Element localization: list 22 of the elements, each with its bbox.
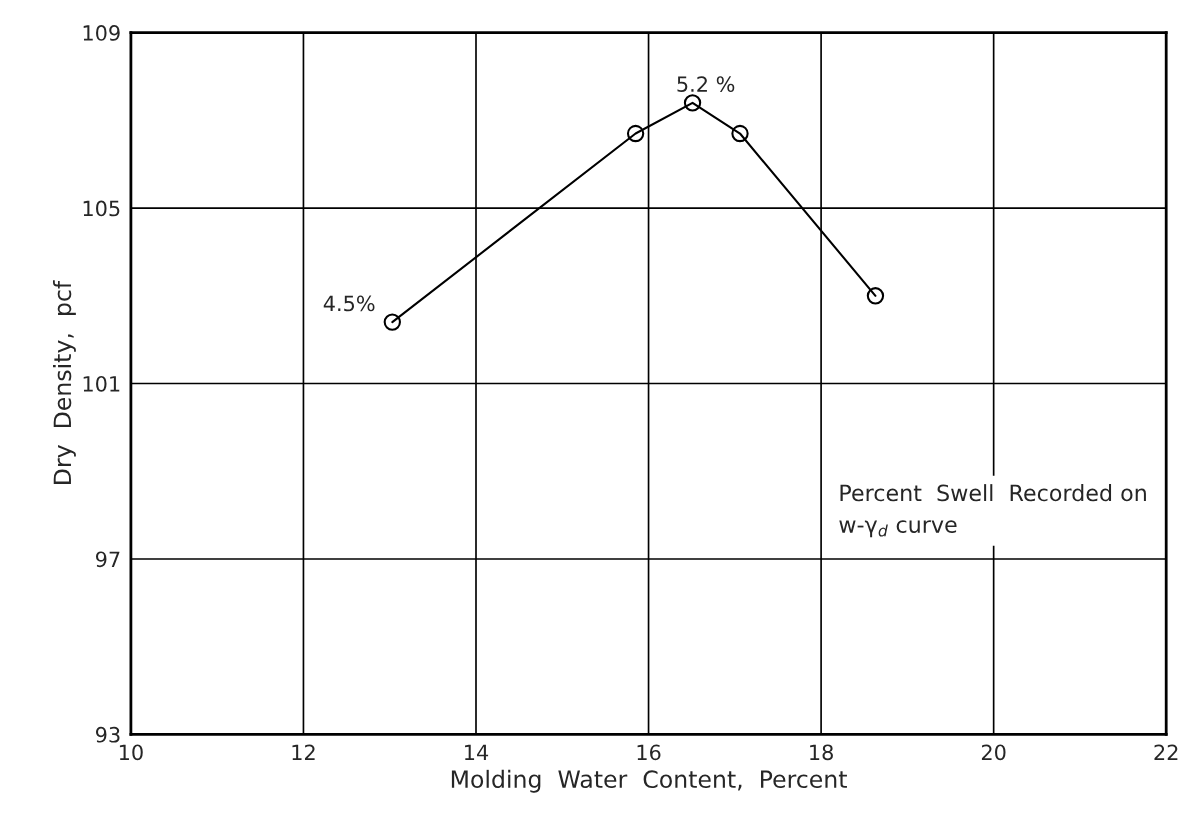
y-tick-label: 93 [95,726,120,743]
y-tick-label: 105 [83,200,120,217]
point [683,94,702,112]
y-tick-label: 101 [83,375,120,392]
x-tick-label: 22 [1154,744,1178,760]
point [866,287,885,305]
y-tick-label: 97 [95,551,120,568]
annotation: Percent Swell Recorded on w-γ$_{d}$ curve [839,484,1146,538]
annotation: 5.2 % [677,76,735,92]
annotation: 4.5% [323,295,375,312]
point [626,124,645,143]
y-axis-title: Dry Density, pcf [53,280,76,484]
x-tick-label: 20 [981,744,1006,761]
x-tick-label: 10 [119,744,143,761]
point [383,313,401,331]
x-tick-label: 18 [810,744,833,761]
x-tick-label: 16 [637,744,661,761]
x-axis-title: Molding Water Content, Percent [451,769,847,793]
point [731,124,749,143]
x-tick-label: 14 [465,744,489,760]
x-tick-label: 12 [292,744,315,760]
y-tick-label: 109 [83,25,120,41]
